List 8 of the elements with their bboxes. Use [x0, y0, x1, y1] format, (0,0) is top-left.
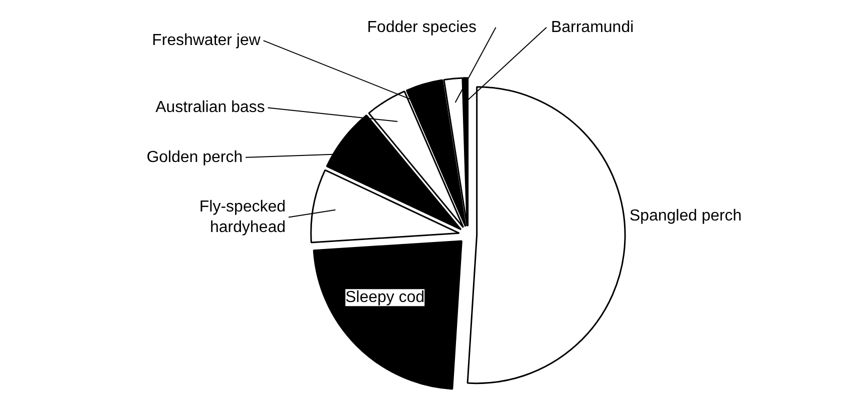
slice-label: Sleepy cod	[345, 289, 425, 306]
slice-label: Spangled perch	[630, 207, 742, 224]
slice-label: Fly-specked hardyhead	[199, 198, 286, 236]
slice-label: Golden perch	[146, 148, 243, 166]
slice-label: Freshwater jew	[152, 32, 261, 50]
slice-label: Fodder species	[367, 18, 477, 36]
slice-label: Australian bass	[155, 99, 265, 116]
slice-label: Barramundi	[550, 18, 634, 36]
